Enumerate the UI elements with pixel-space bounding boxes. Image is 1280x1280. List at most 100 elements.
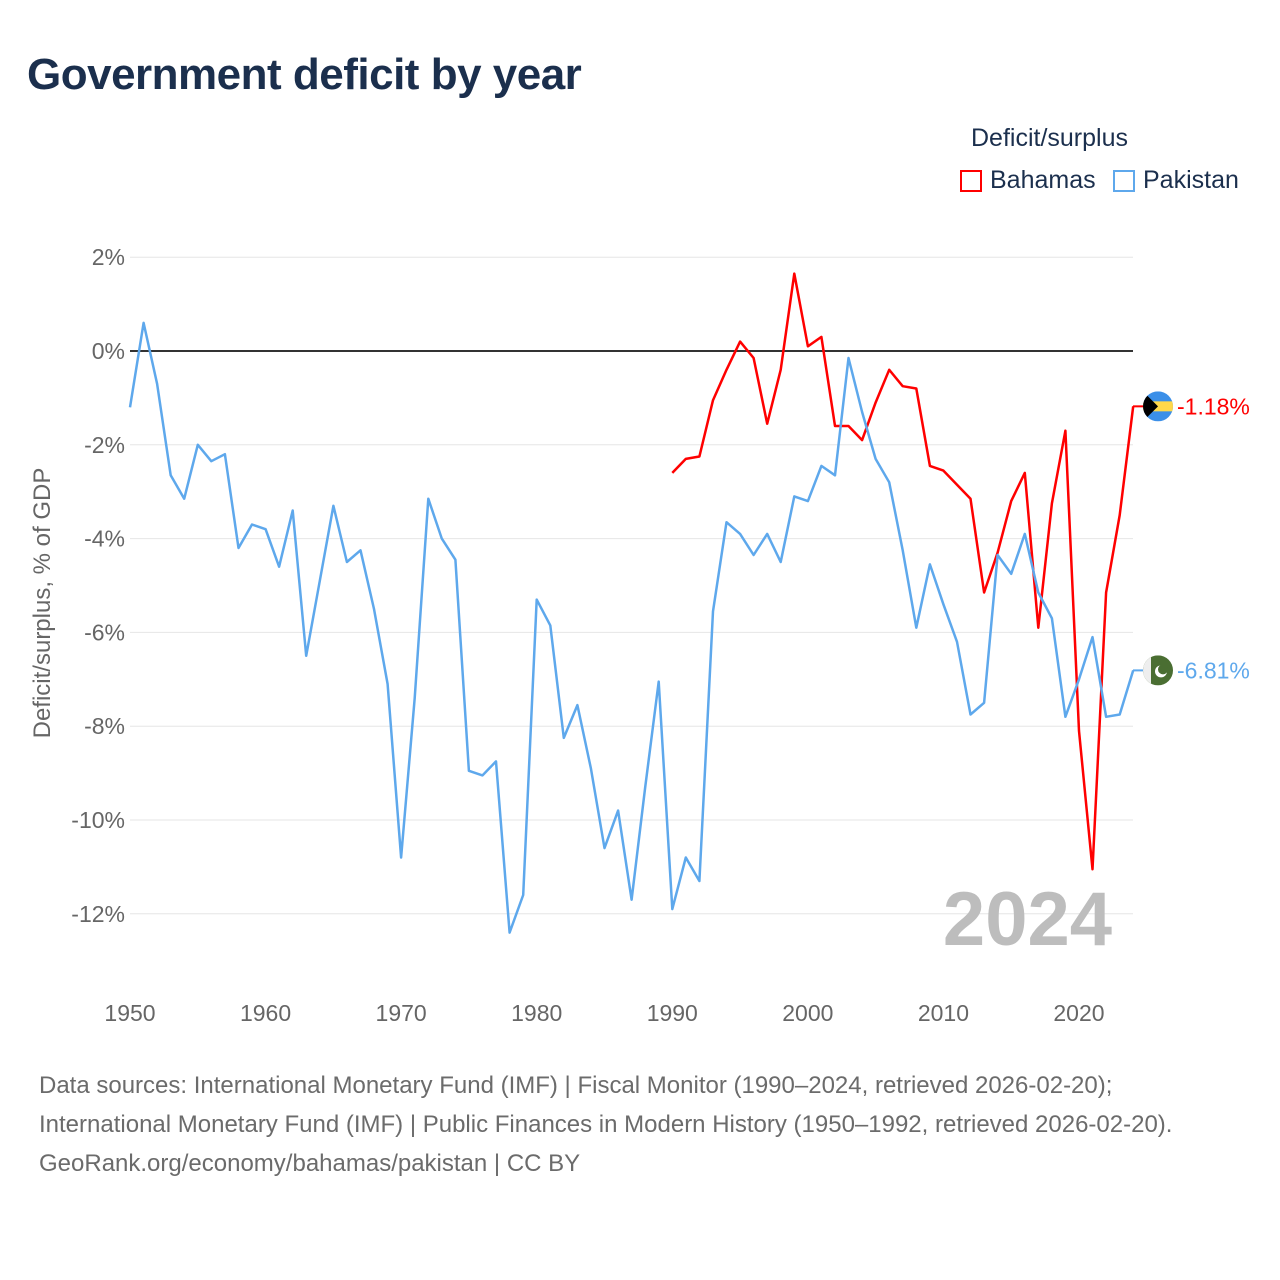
x-tick-label: 1960 xyxy=(240,1000,291,1026)
data-point-pakistan xyxy=(1022,531,1028,537)
data-point-pakistan xyxy=(141,320,147,326)
data-point-bahamas xyxy=(940,468,946,474)
data-point-pakistan xyxy=(886,479,892,485)
data-point-bahamas xyxy=(1022,470,1028,476)
data-point-bahamas xyxy=(805,343,811,349)
data-point-pakistan xyxy=(995,552,1001,558)
legend-item-pakistan[interactable]: Pakistan xyxy=(1113,166,1239,195)
data-point-pakistan xyxy=(181,496,187,502)
legend-item-bahamas[interactable]: Bahamas xyxy=(960,166,1096,195)
data-point-bahamas xyxy=(1090,866,1096,872)
data-point-bahamas xyxy=(1062,428,1068,434)
data-point-bahamas xyxy=(818,334,824,340)
x-tick-label: 1950 xyxy=(104,1000,155,1026)
flag-stripe-white xyxy=(1143,655,1151,686)
chart-title: Government deficit by year xyxy=(27,50,582,99)
legend-label-pakistan: Pakistan xyxy=(1143,166,1239,194)
data-point-pakistan xyxy=(412,695,418,701)
data-point-pakistan xyxy=(344,559,350,565)
data-point-pakistan xyxy=(656,679,662,685)
data-point-pakistan xyxy=(1035,590,1041,596)
data-point-bahamas xyxy=(859,437,865,443)
y-axis-label: Deficit/surplus, % of GDP xyxy=(29,468,56,739)
y-tick-label: 0% xyxy=(92,338,125,364)
flag-body xyxy=(1143,391,1173,422)
data-point-pakistan xyxy=(805,498,811,504)
data-point-pakistan xyxy=(466,768,472,774)
flag-triangle xyxy=(1143,391,1158,422)
x-tick-label: 1980 xyxy=(511,1000,562,1026)
data-point-pakistan xyxy=(927,561,933,567)
data-point-pakistan xyxy=(900,547,906,553)
legend-swatch-pakistan xyxy=(1113,169,1135,192)
data-point-pakistan xyxy=(615,808,621,814)
data-point-pakistan xyxy=(601,845,607,851)
data-point-bahamas xyxy=(886,367,892,373)
data-point-pakistan xyxy=(479,772,485,778)
data-point-pakistan xyxy=(1049,615,1055,621)
data-point-pakistan xyxy=(1062,714,1068,720)
data-point-pakistan xyxy=(493,758,499,764)
flag-crescent-cut xyxy=(1158,664,1168,675)
data-point-bahamas xyxy=(873,400,879,406)
data-point-bahamas xyxy=(1117,512,1123,518)
data-point-bahamas xyxy=(683,456,689,462)
data-point-pakistan xyxy=(547,622,553,628)
y-tick-label: -6% xyxy=(84,619,125,645)
data-point-pakistan xyxy=(195,442,201,448)
data-point-bahamas xyxy=(968,496,974,502)
data-point-pakistan xyxy=(1090,634,1096,640)
data-point-pakistan xyxy=(235,545,241,551)
data-point-pakistan xyxy=(561,735,567,741)
data-point-pakistan xyxy=(846,355,852,361)
data-point-pakistan xyxy=(357,547,363,553)
data-point-pakistan xyxy=(276,564,282,570)
data-point-pakistan xyxy=(208,458,214,464)
data-point-pakistan xyxy=(534,597,540,603)
data-point-bahamas xyxy=(1076,728,1082,734)
data-point-pakistan xyxy=(371,606,377,612)
series-line-pakistan xyxy=(128,321,1135,934)
data-point-pakistan xyxy=(520,892,526,898)
credit-link[interactable]: GeoRank.org/economy/bahamas/pakistan | C… xyxy=(39,1150,581,1177)
y-tick-label: -2% xyxy=(84,432,125,458)
data-point-bahamas xyxy=(927,463,933,469)
data-point-pakistan xyxy=(629,897,635,903)
data-point-pakistan xyxy=(778,559,784,565)
data-point-bahamas xyxy=(1035,625,1041,631)
data-point-bahamas xyxy=(846,423,852,429)
data-point-pakistan xyxy=(1117,711,1123,717)
series-line-bahamas xyxy=(671,272,1135,871)
data-point-pakistan xyxy=(968,711,974,717)
data-point-pakistan xyxy=(1008,571,1014,577)
data-point-pakistan xyxy=(330,503,336,509)
data-point-pakistan xyxy=(1076,676,1082,682)
data-point-pakistan xyxy=(425,496,431,502)
flag-body xyxy=(1143,655,1173,686)
legend-label-bahamas: Bahamas xyxy=(990,166,1096,194)
x-tick-label: 2010 xyxy=(918,1000,969,1026)
legend-swatch-bahamas xyxy=(960,169,982,192)
data-point-bahamas xyxy=(900,383,906,389)
data-point-pakistan xyxy=(764,531,770,537)
end-value-label: -1.18% xyxy=(1177,393,1250,419)
data-point-pakistan xyxy=(669,906,675,912)
bahamas-flag-icon xyxy=(1143,391,1173,422)
end-value-label: -6.81% xyxy=(1177,657,1250,683)
data-point-bahamas xyxy=(913,386,919,392)
data-point-pakistan xyxy=(751,552,757,558)
data-point-pakistan xyxy=(940,601,946,607)
data-point-pakistan xyxy=(154,381,160,387)
y-tick-label: -10% xyxy=(71,807,125,833)
data-point-bahamas xyxy=(669,470,675,476)
data-point-pakistan xyxy=(317,578,323,584)
data-point-pakistan xyxy=(859,409,865,415)
data-point-pakistan xyxy=(832,472,838,478)
data-point-pakistan xyxy=(507,930,513,936)
data-point-pakistan xyxy=(913,625,919,631)
data-point-pakistan xyxy=(873,456,879,462)
pakistan-flag-icon xyxy=(1143,655,1173,686)
y-tick-label: 2% xyxy=(92,244,125,270)
legend-title: Deficit/surplus xyxy=(971,124,1128,152)
y-tick-label: -4% xyxy=(84,526,125,552)
